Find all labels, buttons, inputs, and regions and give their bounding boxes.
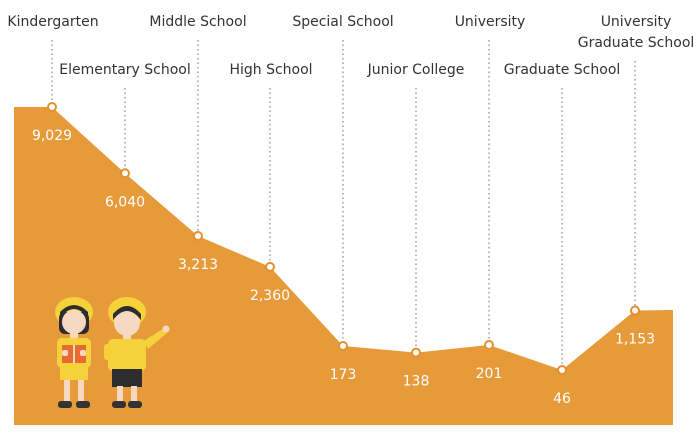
data-point: [484, 339, 494, 350]
category-label: Graduate School: [504, 62, 621, 78]
value-label: 9,029: [32, 128, 72, 144]
data-point: [193, 231, 203, 241]
value-label: 1,153: [615, 332, 655, 348]
data-point: [630, 305, 640, 316]
value-label: 173: [330, 367, 357, 383]
value-label: 46: [553, 391, 571, 407]
category-label: High School: [229, 62, 312, 78]
category-label: Kindergarten: [7, 14, 98, 30]
category-labels: Kindergarten Elementary School Middle Scho…: [7, 14, 694, 78]
value-labels: 9,029 6,040 3,213 2,360 173 138 201 46 1,153: [32, 128, 655, 407]
value-label: 138: [403, 374, 430, 390]
data-point: [120, 168, 130, 179]
data-points: [47, 102, 640, 375]
girl-reading-figure: [55, 297, 93, 408]
category-label: University Graduate School: [578, 14, 695, 51]
value-label: 201: [476, 366, 503, 382]
category-label: University: [455, 14, 526, 30]
category-label: Junior College: [367, 62, 465, 78]
category-label: Elementary School: [59, 62, 191, 78]
data-point: [265, 261, 275, 272]
data-point: [557, 365, 567, 375]
data-point: [47, 102, 57, 112]
guide-lines: [51, 40, 636, 370]
students-illustration: [55, 297, 170, 408]
category-label: Middle School: [149, 14, 246, 30]
category-label: Special School: [292, 14, 393, 30]
area-series: [14, 107, 673, 425]
value-label: 6,040: [105, 194, 145, 210]
data-point: [338, 341, 348, 351]
data-point: [411, 347, 421, 358]
boy-pointing-figure: [104, 297, 170, 408]
value-label: 3,213: [178, 257, 218, 273]
value-label: 2,360: [250, 288, 290, 304]
